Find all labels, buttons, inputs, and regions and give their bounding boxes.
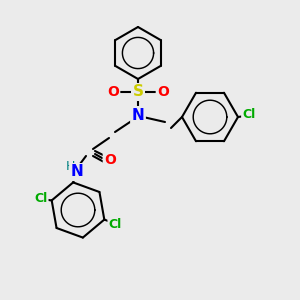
Text: O: O (107, 85, 119, 99)
Text: N: N (132, 107, 144, 122)
Text: O: O (104, 153, 116, 167)
Text: Cl: Cl (34, 192, 47, 205)
Text: O: O (157, 85, 169, 99)
Text: S: S (133, 85, 143, 100)
Text: Cl: Cl (242, 109, 256, 122)
Text: Cl: Cl (109, 218, 122, 231)
Text: H: H (65, 160, 75, 172)
Text: N: N (70, 164, 83, 179)
